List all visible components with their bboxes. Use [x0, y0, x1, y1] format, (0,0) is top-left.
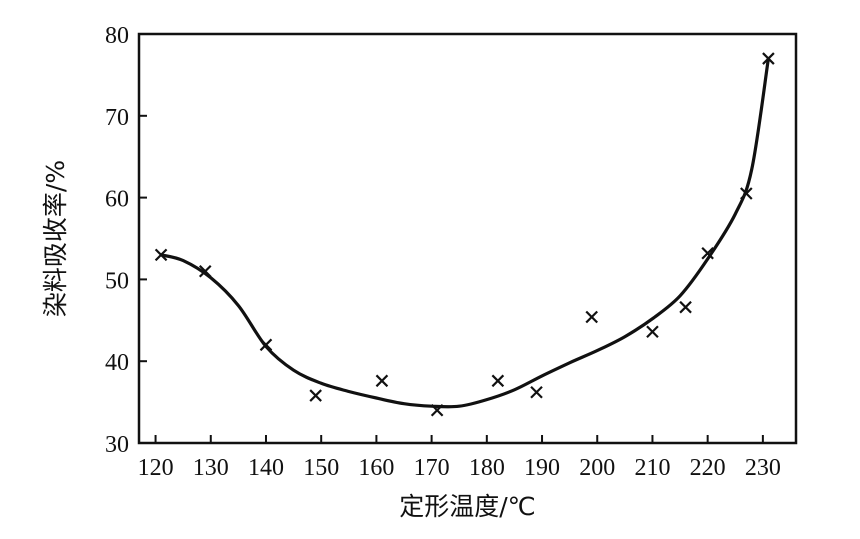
y-tick-label: 60 — [105, 187, 129, 213]
x-tick-label: 230 — [745, 455, 781, 481]
y-tick-label: 30 — [105, 432, 129, 458]
y-axis-title: 染料吸收率/% — [41, 160, 70, 317]
data-point — [701, 246, 714, 260]
data-point — [154, 248, 168, 262]
y-tick-label: 40 — [105, 350, 129, 376]
data-point — [530, 386, 543, 399]
data-point — [679, 300, 692, 314]
x-tick-label: 150 — [303, 455, 339, 481]
x-tick-label: 120 — [138, 455, 174, 481]
y-tick-label: 80 — [105, 23, 129, 49]
x-tick-label: 190 — [524, 455, 560, 481]
points-layer — [154, 52, 775, 417]
ticks-layer — [139, 33, 764, 444]
fit-curve — [159, 56, 770, 409]
x-tick-label: 180 — [469, 455, 505, 481]
x-tick-label: 130 — [193, 455, 229, 481]
data-point — [646, 325, 659, 339]
y-tick-label: 70 — [105, 105, 129, 131]
data-point — [259, 338, 273, 352]
data-point — [762, 52, 775, 65]
data-point — [375, 374, 389, 388]
x-tick-label: 170 — [414, 455, 450, 481]
data-point — [585, 310, 599, 324]
x-tick-label: 210 — [634, 455, 670, 481]
data-point — [740, 187, 753, 200]
labels-layer: 120 130 140 150 160 170 180 190 200 210 220 230 30 40… — [105, 23, 781, 481]
x-tick-label: 220 — [690, 455, 726, 481]
data-point — [309, 389, 322, 402]
data-point — [430, 404, 444, 417]
plot-frame — [137, 32, 798, 445]
x-tick-label: 140 — [248, 455, 284, 481]
data-point — [198, 264, 212, 278]
y-tick-label: 50 — [105, 268, 129, 294]
x-tick-label: 160 — [358, 455, 394, 481]
x-tick-label: 200 — [579, 455, 615, 481]
data-point — [491, 374, 505, 388]
x-axis-title: 定形温度/℃ — [399, 492, 536, 521]
